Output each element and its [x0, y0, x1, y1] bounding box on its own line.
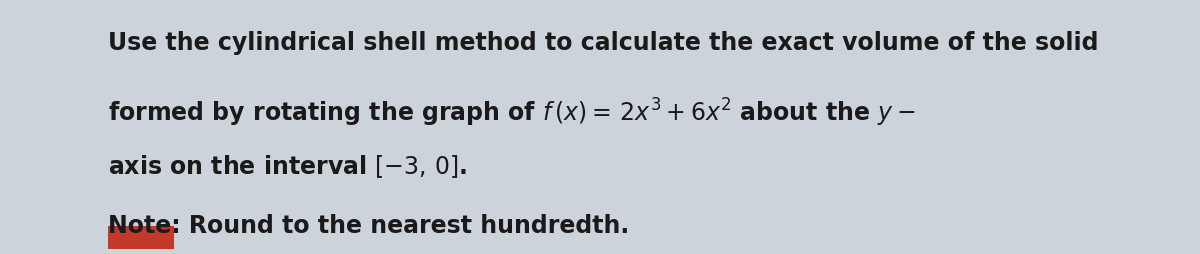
Text: Note: Round to the nearest hundredth.: Note: Round to the nearest hundredth.	[108, 213, 629, 237]
Text: formed by rotating the graph of $f\,(x){=}\,2x^3 + 6x^2$ about the $y-$: formed by rotating the graph of $f\,(x){…	[108, 97, 916, 129]
Text: Use the cylindrical shell method to calculate the exact volume of the solid: Use the cylindrical shell method to calc…	[108, 30, 1098, 54]
Text: axis on the interval $[-3,\,0]$.: axis on the interval $[-3,\,0]$.	[108, 152, 468, 179]
